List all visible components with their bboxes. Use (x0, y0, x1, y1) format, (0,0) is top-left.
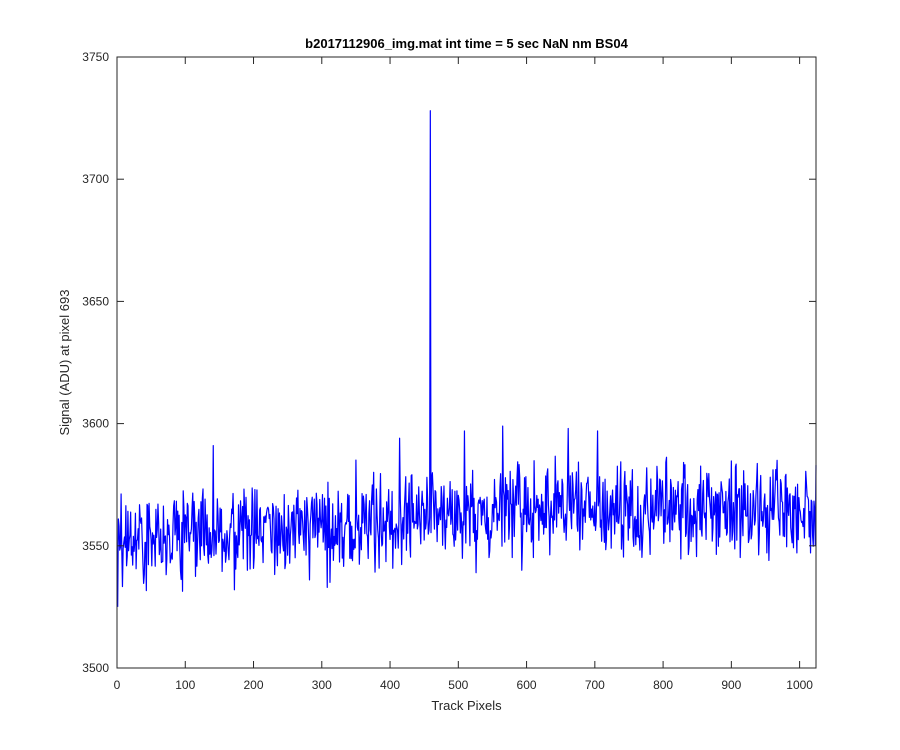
series-layer (117, 110, 817, 607)
x-tick-label: 900 (721, 678, 741, 692)
y-tick-label: 3500 (82, 661, 109, 675)
x-tick-label: 1000 (786, 678, 813, 692)
x-tick-label: 0 (114, 678, 121, 692)
x-tick-label: 300 (312, 678, 332, 692)
plot-area (117, 57, 816, 668)
signal-series-line (117, 110, 817, 607)
x-tick-label: 800 (653, 678, 673, 692)
x-tick-label: 500 (448, 678, 468, 692)
axes-box (116, 56, 817, 669)
x-tick-label: 200 (244, 678, 264, 692)
y-axis-ticks: 3500 3550 3600 3650 3700 3750 (82, 50, 816, 675)
x-tick-label: 700 (585, 678, 605, 692)
x-tick-label: 600 (517, 678, 537, 692)
y-tick-label: 3600 (82, 417, 109, 431)
y-tick-label: 3550 (82, 539, 109, 553)
x-tick-label: 100 (175, 678, 195, 692)
x-axis-ticks: 0 100 200 300 400 500 600 700 800 900 1000 (114, 57, 813, 692)
y-tick-label: 3750 (82, 50, 109, 64)
y-tick-label: 3650 (82, 294, 109, 308)
x-axis-label: Track Pixels (431, 698, 502, 713)
y-axis-label: Signal (ADU) at pixel 693 (57, 290, 72, 436)
x-tick-label: 400 (380, 678, 400, 692)
chart-title: b2017112906_img.mat int time = 5 sec NaN… (305, 36, 628, 51)
y-tick-label: 3700 (82, 172, 109, 186)
